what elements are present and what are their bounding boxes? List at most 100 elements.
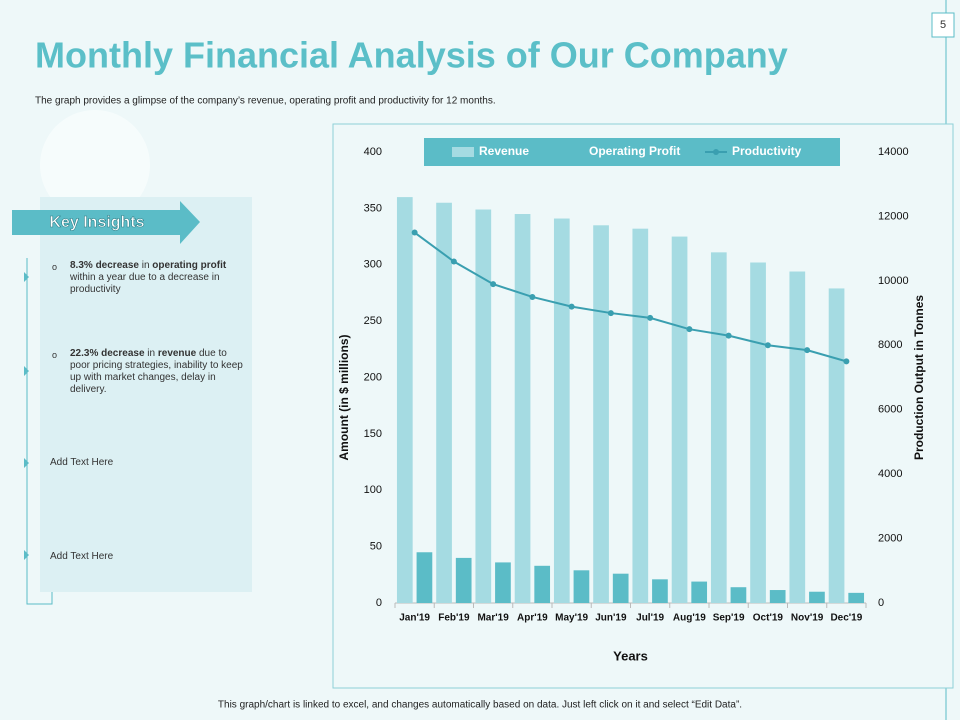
bar [809, 591, 825, 603]
bullet: o [52, 262, 58, 272]
legend-label: Productivity [732, 144, 802, 158]
insight-text: within a year due to a decrease in produ… [70, 272, 220, 295]
insight-text: revenue [157, 348, 197, 359]
legend-swatch [713, 149, 719, 155]
bar [553, 218, 570, 603]
decor [40, 110, 150, 220]
bar [671, 236, 688, 603]
insight-text: in [144, 348, 158, 359]
insights-heading: Key Insights [49, 214, 144, 231]
bar [475, 209, 492, 603]
y2-tick-label: 6000 [878, 404, 902, 416]
bar [396, 197, 413, 603]
x-tick-label: Jul'19 [636, 613, 664, 624]
y-tick-label: 400 [364, 146, 382, 158]
y-tick-label: 200 [364, 371, 382, 383]
placeholder: Add Text Here [50, 457, 114, 468]
line-point [490, 281, 497, 288]
y2-tick-label: 10000 [878, 275, 909, 287]
y-tick-label: 0 [376, 597, 382, 609]
y-axis-label: Amount (in $ millions) [337, 335, 351, 461]
title: Monthly Financial Analysis of Our Compan… [35, 35, 788, 76]
y-tick-label: 50 [370, 541, 382, 553]
subtitle: The graph provides a glimpse of the comp… [35, 96, 496, 107]
y2-tick-label: 12000 [878, 210, 909, 222]
line [414, 231, 847, 363]
insight: 8.3% decrease in operating profit within… [70, 260, 248, 296]
line-point [607, 310, 614, 317]
bar [514, 214, 531, 603]
line-point [686, 326, 693, 333]
y-tick-label: 300 [364, 259, 382, 271]
insight-text: in [138, 260, 153, 271]
x-tick-label: Apr'19 [517, 613, 548, 624]
y-tick-label: 100 [364, 484, 382, 496]
x-tick-label: Aug'19 [673, 613, 706, 624]
placeholder: Add Text Here [50, 551, 114, 562]
insight-text: 8.3% decrease [70, 260, 139, 271]
bullet: o [52, 350, 58, 360]
footer: This graph/chart is linked to excel, and… [218, 700, 742, 711]
line-point [568, 303, 575, 310]
line-point [804, 347, 811, 354]
insights-panel [40, 197, 252, 592]
x-tick-label: Jan'19 [399, 613, 430, 624]
insight-text: 22.3% decrease [70, 348, 145, 359]
bar [769, 590, 786, 603]
y-tick-label: 150 [364, 428, 382, 440]
bar [828, 288, 845, 603]
panel-rule [26, 258, 53, 605]
bar [730, 587, 747, 603]
bar [495, 562, 511, 603]
y2-axis-label: Production Output in Tonnes [912, 295, 926, 460]
bar [691, 581, 708, 603]
line-point [529, 293, 536, 300]
x-tick-label: Nov'19 [791, 613, 824, 624]
legend-swatch [452, 147, 474, 157]
y2-tick-label: 0 [878, 597, 884, 609]
insight-text: due to poor pricing strategies, inabilit… [70, 348, 243, 395]
line-point [411, 229, 418, 236]
bar [652, 579, 668, 603]
bar [710, 252, 727, 603]
bar [789, 271, 806, 603]
bar [750, 262, 766, 603]
bar [848, 592, 865, 603]
legend-label: Operating Profit [589, 144, 680, 158]
legend-box [424, 138, 840, 166]
bar [632, 228, 649, 604]
x-tick-label: Sep'19 [713, 613, 745, 624]
bar [416, 552, 433, 603]
legend-swatch [562, 147, 584, 157]
chart: 0501001502002503003504000200040006000800… [337, 138, 926, 663]
line-point [764, 342, 771, 349]
bar [573, 570, 590, 603]
x-axis-label: Years [613, 648, 648, 663]
bar [534, 565, 551, 603]
line-point [725, 332, 732, 339]
insight-text: operating profit [152, 260, 227, 271]
line-point [843, 358, 850, 365]
y2-tick-label: 14000 [878, 146, 909, 158]
bar [436, 202, 452, 604]
line-point [450, 258, 457, 265]
legend-label: Revenue [479, 144, 529, 158]
x-tick-label: Jun'19 [595, 613, 627, 624]
bar [593, 225, 609, 603]
y2-tick-label: 8000 [878, 339, 902, 351]
bar [455, 557, 472, 603]
x-tick-label: Feb'19 [438, 613, 470, 624]
y-tick-label: 350 [364, 202, 382, 214]
insights-banner [12, 201, 200, 244]
line-point [647, 314, 654, 321]
x-tick-label: May'19 [555, 613, 588, 624]
bar [612, 573, 629, 603]
x-tick-label: Dec'19 [830, 613, 862, 624]
y2-tick-label: 2000 [878, 532, 902, 544]
y2-tick-label: 4000 [878, 468, 902, 480]
y-tick-label: 250 [364, 315, 382, 327]
x-tick-label: Mar'19 [477, 613, 509, 624]
x-tick-label: Oct'19 [753, 613, 784, 624]
